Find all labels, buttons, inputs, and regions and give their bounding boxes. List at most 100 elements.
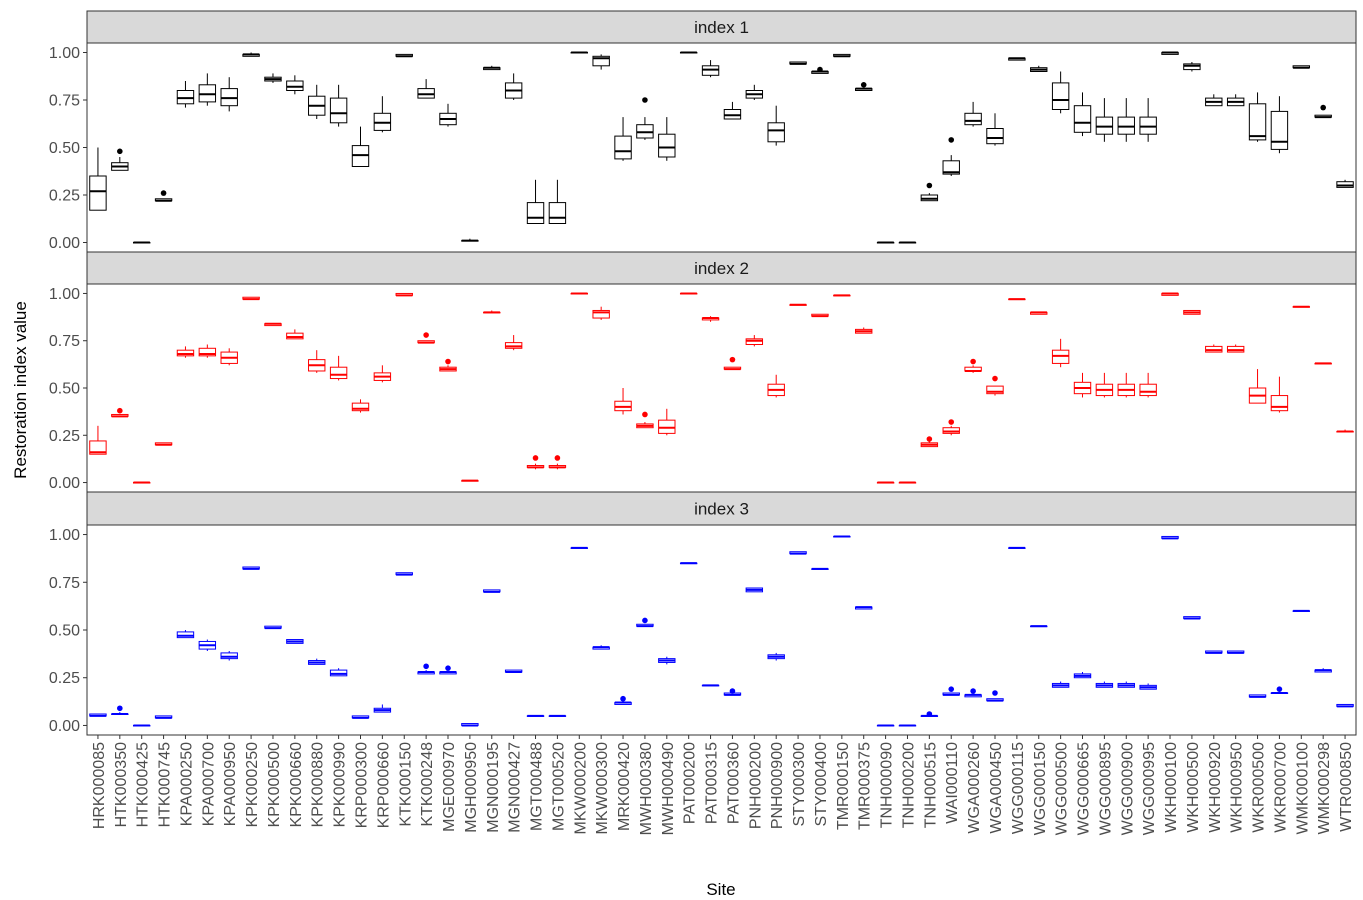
outlier-point	[642, 411, 648, 418]
box-PAT000360	[723, 101, 742, 120]
box-WKH000500	[1183, 309, 1201, 315]
x-tick-label: PAT000360	[725, 742, 742, 824]
outlier-point	[445, 665, 451, 671]
box-KPA000950	[220, 651, 238, 661]
box-KPK000990	[329, 355, 348, 381]
box-WKR000500	[1248, 694, 1267, 698]
outlier-point	[948, 137, 955, 143]
box-MGN000195	[483, 310, 501, 314]
box-WGA000260	[964, 688, 982, 698]
box-PNH000200	[745, 335, 764, 347]
iqr-box	[614, 135, 632, 160]
x-tick-label: MGH000950	[463, 742, 480, 833]
box-KPK000250	[242, 52, 260, 57]
x-tick-label: WGG000150	[1032, 742, 1049, 835]
box-WTR000850	[1336, 703, 1354, 708]
box-WGG000115	[1008, 298, 1026, 301]
box-WKR000500	[1248, 92, 1267, 142]
outlier-point	[970, 688, 976, 694]
box-TMR000150	[833, 535, 851, 538]
box-WMK000100	[1292, 305, 1311, 308]
outlier-point	[642, 617, 648, 624]
box-HTK000425	[132, 241, 151, 244]
panel-border	[86, 524, 1357, 736]
box-MRK000420	[614, 117, 632, 161]
box-WGG000150	[1030, 65, 1048, 72]
box-KPA000700	[198, 639, 217, 651]
box-WKR000700	[1270, 376, 1289, 413]
box-MGT000488	[526, 455, 545, 470]
box-TNH000515	[920, 711, 939, 717]
box-MGT000488	[526, 179, 545, 225]
box-KTK000248	[417, 79, 435, 99]
box-WGG000995	[1139, 372, 1157, 398]
box-HTK000350	[111, 407, 129, 418]
box-HRK000085	[89, 147, 107, 211]
iqr-box	[548, 202, 567, 225]
box-MGT000488	[526, 714, 545, 717]
box-MGH000950	[461, 723, 479, 727]
box-TMR000375	[855, 606, 873, 610]
panel-title: index 1	[694, 18, 749, 37]
outlier-point	[117, 148, 123, 155]
x-tick-label: PNH000200	[747, 742, 764, 829]
box-MWH000380	[636, 97, 654, 140]
box-MKW000200	[570, 51, 588, 54]
box-KTK000248	[417, 332, 435, 344]
box-MGE000970	[439, 358, 457, 372]
x-tick-label: KTK000150	[397, 742, 414, 827]
box-WGG000665	[1073, 672, 1092, 679]
box-WGG000500	[1051, 681, 1070, 688]
box-KTK000150	[395, 53, 413, 58]
outlier-point	[1320, 104, 1326, 111]
outlier-point	[117, 705, 123, 712]
box-MGN000427	[504, 669, 523, 673]
x-tick-label: HTK000745	[157, 742, 174, 827]
box-TMR000150	[833, 294, 851, 297]
outlier-point	[532, 455, 539, 461]
iqr-box	[942, 160, 960, 175]
box-MWH000490	[658, 408, 676, 436]
box-WKR000500	[1248, 369, 1267, 404]
outlier-point	[445, 358, 451, 365]
iqr-box	[986, 385, 1004, 395]
box-WGA000450	[986, 375, 1004, 396]
box-WGG000900	[1117, 372, 1135, 398]
box-KTK000150	[395, 292, 413, 297]
outlier-point	[926, 182, 933, 189]
x-tick-label: KPA000250	[178, 742, 195, 826]
y-tick-label: 0.25	[49, 188, 80, 205]
x-tick-label: MRK000420	[616, 742, 633, 831]
box-WKH000100	[1161, 292, 1179, 296]
box-STY000300	[789, 551, 807, 555]
box-PAT000315	[701, 60, 720, 78]
panel-2: index 2 0.00 0.25 0.50 0.75 1.00	[49, 251, 1357, 493]
box-MWH000380	[636, 411, 654, 429]
y-tick-label: 0.25	[49, 670, 80, 687]
box-HTK000425	[132, 481, 151, 484]
box-WMK000298	[1314, 668, 1332, 673]
box-STY000300	[789, 61, 807, 65]
box-KPA000250	[176, 346, 195, 358]
x-tick-label: KRP000300	[353, 742, 370, 828]
outlier-point	[970, 358, 976, 365]
box-HTK000350	[111, 148, 129, 171]
box-WAI000110	[942, 419, 960, 436]
panel-3: index 3 0.00 0.25 0.50 0.75 1.00	[49, 491, 1357, 736]
box-PAT000200	[679, 292, 698, 295]
box-PNH000900	[767, 652, 785, 661]
iqr-box	[1270, 110, 1289, 150]
box-WTR000850	[1336, 179, 1354, 188]
box-PAT000360	[723, 688, 742, 696]
outlier-point	[1276, 686, 1283, 692]
box-TNH000200	[898, 481, 917, 484]
panel-1: index 1 0.00 0.25 0.50 0.75 1.00	[49, 10, 1357, 253]
x-tick-label: KPK000250	[244, 742, 261, 828]
iqr-box	[1051, 82, 1070, 111]
iqr-box	[658, 133, 676, 158]
box-WKH000920	[1205, 650, 1223, 654]
box-HTK000745	[154, 190, 173, 202]
box-WGG000900	[1117, 98, 1135, 142]
box-TMR000375	[855, 82, 873, 91]
outlier-point	[992, 375, 998, 382]
